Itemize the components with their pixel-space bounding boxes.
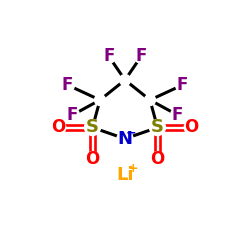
Circle shape [84, 120, 100, 136]
Text: O: O [150, 150, 164, 168]
Circle shape [176, 78, 190, 92]
Circle shape [94, 94, 106, 106]
Text: O: O [86, 150, 100, 168]
Circle shape [170, 108, 184, 122]
Text: F: F [67, 106, 78, 124]
Text: −: − [125, 127, 136, 140]
Text: N: N [118, 130, 132, 148]
Text: S: S [86, 118, 99, 136]
Text: F: F [136, 47, 147, 65]
Circle shape [66, 108, 80, 122]
Text: F: F [62, 76, 73, 94]
Circle shape [184, 120, 198, 134]
Text: F: F [177, 76, 188, 94]
Text: O: O [52, 118, 66, 136]
Circle shape [52, 120, 66, 134]
Circle shape [120, 74, 130, 86]
Text: O: O [184, 118, 198, 136]
Circle shape [117, 131, 133, 147]
Circle shape [144, 94, 156, 106]
Circle shape [86, 152, 100, 166]
Circle shape [150, 152, 164, 166]
Circle shape [150, 120, 166, 136]
Text: Li: Li [116, 166, 134, 184]
Circle shape [116, 166, 134, 184]
Text: S: S [151, 118, 164, 136]
Text: F: F [172, 106, 183, 124]
Circle shape [134, 49, 148, 63]
Text: F: F [103, 47, 115, 65]
Circle shape [60, 78, 74, 92]
Text: +: + [127, 162, 138, 174]
Circle shape [102, 49, 116, 63]
